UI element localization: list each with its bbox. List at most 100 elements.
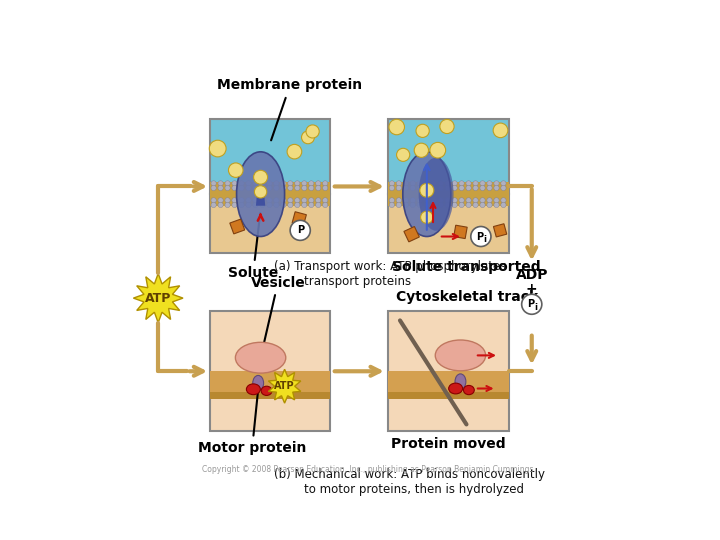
Text: ATP: ATP [274,381,295,391]
Circle shape [494,185,499,191]
Circle shape [253,202,258,207]
Circle shape [210,140,226,157]
Ellipse shape [235,342,286,373]
Circle shape [494,198,499,203]
Circle shape [290,220,310,240]
Circle shape [440,119,454,133]
Text: +: + [526,282,538,296]
Circle shape [452,198,457,203]
Text: i: i [534,303,537,312]
Circle shape [211,185,216,191]
Circle shape [445,181,450,186]
Circle shape [267,185,272,191]
Polygon shape [230,219,245,234]
Circle shape [390,198,395,203]
Circle shape [431,198,436,203]
Circle shape [294,185,300,191]
Circle shape [410,181,415,186]
Circle shape [390,202,395,207]
Circle shape [473,198,478,203]
Circle shape [239,181,244,186]
Circle shape [315,198,321,203]
Text: Membrane protein: Membrane protein [217,78,362,140]
Circle shape [309,202,314,207]
Circle shape [431,181,436,186]
Circle shape [424,198,429,203]
Circle shape [225,202,230,207]
Circle shape [232,198,237,203]
Circle shape [323,202,328,207]
Circle shape [274,198,279,203]
Bar [210,194,330,253]
Polygon shape [256,188,265,206]
Circle shape [417,202,423,207]
Circle shape [459,181,464,186]
Circle shape [473,185,478,191]
Circle shape [410,202,415,207]
Circle shape [260,185,265,191]
Circle shape [493,123,508,138]
Circle shape [315,202,321,207]
Text: Solute: Solute [228,213,279,280]
Text: Vesicle: Vesicle [251,275,305,355]
Circle shape [487,181,492,186]
Text: Copyright © 2008 Pearson Education, Inc., publishing as Pearson Benjamin Cumming: Copyright © 2008 Pearson Education, Inc.… [202,465,536,475]
Circle shape [501,202,506,207]
Circle shape [302,185,307,191]
Circle shape [309,198,314,203]
Text: P: P [476,232,483,241]
Ellipse shape [261,386,272,395]
Circle shape [410,198,415,203]
Circle shape [239,202,244,207]
Circle shape [403,202,408,207]
Circle shape [302,202,307,207]
Circle shape [452,181,457,186]
Ellipse shape [455,374,466,389]
Ellipse shape [449,383,463,394]
Circle shape [246,181,251,186]
Polygon shape [493,224,507,237]
Circle shape [487,198,492,203]
Text: P: P [297,225,304,235]
Circle shape [459,185,464,191]
Circle shape [480,181,485,186]
Circle shape [501,181,506,186]
Circle shape [309,185,314,191]
Bar [388,371,508,393]
Circle shape [501,198,506,203]
Circle shape [274,202,279,207]
Text: Motor protein: Motor protein [198,392,306,455]
Circle shape [522,294,542,314]
Circle shape [253,198,258,203]
Circle shape [232,181,237,186]
Circle shape [445,202,450,207]
Circle shape [431,185,436,191]
Circle shape [281,198,286,203]
Bar [210,371,330,393]
Circle shape [452,185,457,191]
Circle shape [302,181,307,186]
Circle shape [228,163,243,178]
Bar [388,182,508,206]
Circle shape [253,185,258,191]
Bar [388,311,508,430]
Circle shape [430,143,446,158]
Circle shape [417,198,423,203]
Polygon shape [404,226,419,242]
Circle shape [232,185,237,191]
Text: ATP: ATP [145,292,171,305]
Circle shape [473,181,478,186]
Circle shape [211,202,216,207]
Polygon shape [454,225,467,239]
Circle shape [466,198,471,203]
Circle shape [424,181,429,186]
Bar [210,182,330,206]
Text: Cytoskeletal track: Cytoskeletal track [396,289,539,303]
Circle shape [294,181,300,186]
Circle shape [302,198,307,203]
Circle shape [309,181,314,186]
Circle shape [420,184,433,197]
Circle shape [323,185,328,191]
Circle shape [253,170,268,184]
Circle shape [281,185,286,191]
